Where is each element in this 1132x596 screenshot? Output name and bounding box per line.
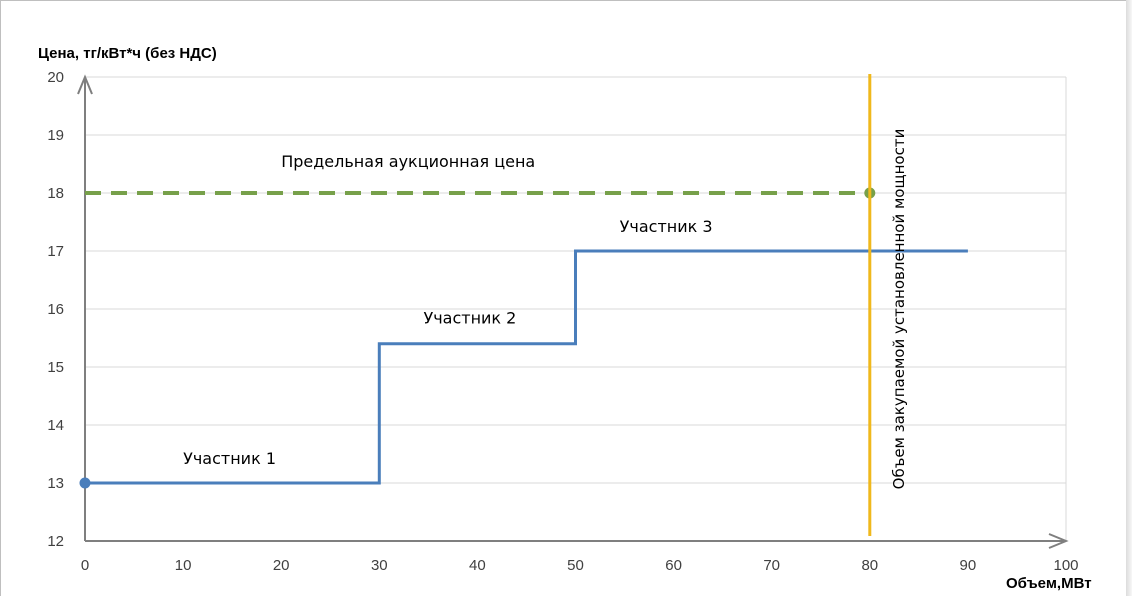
y-axis-arrow [77,74,93,95]
y-tick-label: 15 [47,359,64,376]
x-tick-label: 80 [861,557,878,574]
y-tick-label: 19 [47,127,64,144]
y-axis-title: Цена, тг/кВт*ч (без НДС) [38,45,217,62]
series-group [79,74,968,536]
annotation-label: Участник 3 [620,217,713,236]
x-tick-label: 100 [1053,557,1078,574]
y-tick-label: 13 [47,475,64,492]
x-tick-label: 70 [763,557,780,574]
x-tick-label: 20 [273,557,290,574]
axes [77,74,1069,549]
y-tick-label: 18 [47,185,64,202]
bid-step-line [85,249,968,485]
x-axis-arrow [1048,533,1069,549]
x-tick-label: 0 [81,557,89,574]
frame-shadow [1126,0,1132,596]
annotation-label: Участник 1 [183,449,276,468]
x-tick-label: 50 [567,557,584,574]
y-tick-label: 20 [47,69,64,86]
y-tick-label: 17 [47,243,64,260]
y-tick-label: 12 [47,533,64,550]
annotations: Объем закупаемой установленной мощности П… [183,129,908,490]
y-tick-label: 14 [47,417,64,434]
annotation-label: Предельная аукционная цена [281,152,535,171]
annotation-label: Участник 2 [423,309,516,328]
x-tick-label: 60 [665,557,682,574]
x-axis-title: Объем,МВт [1006,575,1092,592]
capacity-line-label: Объем закупаемой установленной мощности [890,129,908,490]
x-tick-label: 10 [175,557,192,574]
start-marker [79,477,91,489]
x-tick-label: 40 [469,557,486,574]
x-tick-label: 30 [371,557,388,574]
x-tick-label: 90 [960,557,977,574]
tick-labels: 12 13 14 15 16 17 18 19 20 0 10 20 30 40 50 60 70 80 90 100 [47,69,1078,574]
y-tick-label: 16 [47,301,64,318]
